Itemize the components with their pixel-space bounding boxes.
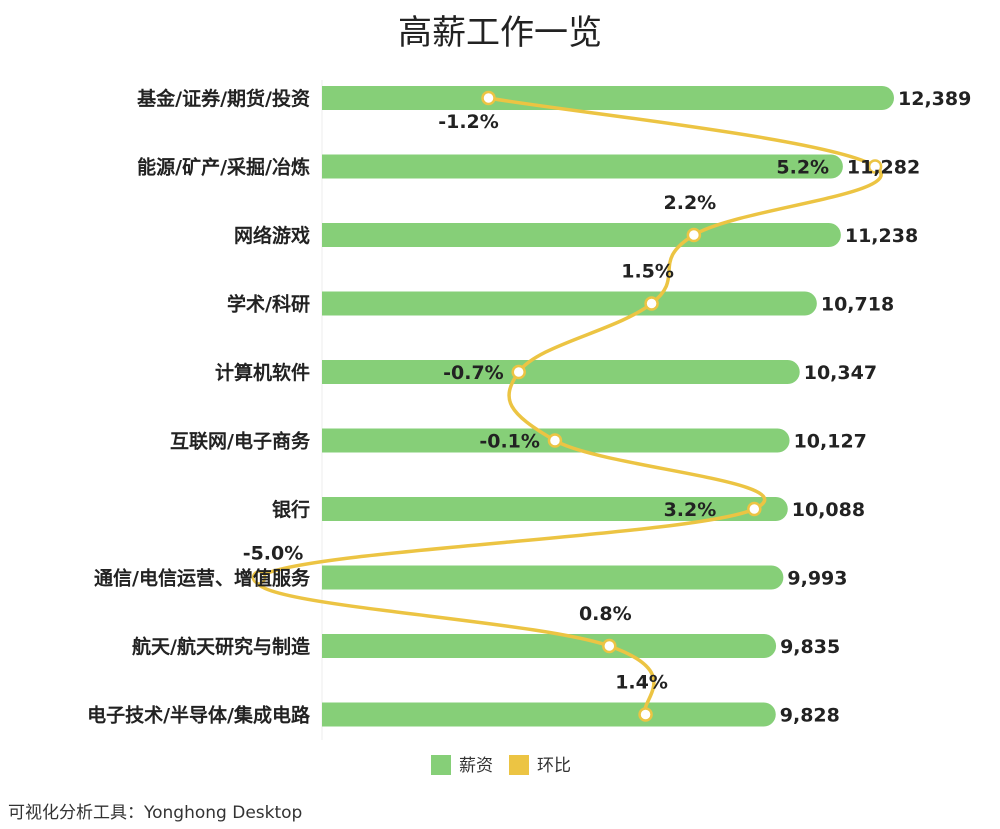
- mom-point: [511, 364, 526, 380]
- bar-value-label: 9,993: [787, 568, 847, 590]
- category-label: 互联网/电子商务: [170, 430, 311, 453]
- mom-point: [251, 570, 267, 585]
- footer-credit: 可视化分析工具：Yonghong Desktop: [8, 803, 303, 823]
- bar: [322, 154, 843, 179]
- bar-value-label: 11,282: [847, 157, 920, 179]
- bar: [322, 86, 894, 110]
- legend-swatch-salary: [431, 755, 451, 775]
- bar: [322, 634, 777, 658]
- bar-value-label: 10,127: [794, 431, 867, 453]
- category-label: 计算机软件: [215, 361, 310, 384]
- mom-value-label: -5.0%: [243, 543, 304, 565]
- chart-title: 高薪工作一览: [398, 13, 602, 53]
- category-label: 航天/航天研究与制造: [132, 635, 311, 658]
- mom-point: [602, 638, 617, 654]
- mom-point: [644, 296, 659, 311]
- mom-value-label: 5.2%: [776, 157, 829, 179]
- mom-value-label: -0.7%: [443, 362, 504, 384]
- bar: [322, 702, 776, 727]
- bar-value-label: 12,389: [898, 88, 971, 110]
- category-label: 能源/矿产/采掘/冶炼: [137, 156, 310, 179]
- bars-layer: [322, 86, 894, 727]
- mom-value-label: 0.8%: [579, 603, 632, 625]
- mom-point: [686, 227, 702, 243]
- bar-value-label: 10,088: [792, 499, 865, 521]
- bar-value-label: 10,718: [821, 294, 894, 316]
- bar-value-label: 9,835: [780, 636, 840, 658]
- category-label: 基金/证券/期货/投资: [136, 87, 310, 110]
- category-label: 学术/科研: [227, 293, 310, 316]
- bar-value-label: 9,828: [780, 705, 840, 727]
- category-label: 通信/电信运营、增值服务: [94, 567, 311, 590]
- bar: [322, 497, 788, 521]
- mom-point: [547, 433, 563, 448]
- category-label: 网络游戏: [234, 224, 310, 247]
- bar: [322, 223, 841, 247]
- mom-point: [747, 501, 762, 517]
- mom-point: [638, 707, 653, 722]
- labels-layer: 基金/证券/期货/投资 12,389 能源/矿产/采掘/冶炼 11,282 网络游戏 11…: [87, 87, 971, 727]
- legend-label-salary: 薪资: [459, 756, 493, 776]
- line-layer: [251, 90, 883, 722]
- bar: [322, 291, 817, 316]
- mom-point: [481, 90, 496, 106]
- mom-series-line: [255, 96, 883, 716]
- category-label: 银行: [272, 498, 310, 521]
- mom-value-label: -1.2%: [438, 111, 499, 133]
- category-label: 电子技术/半导体/集成电路: [87, 704, 311, 727]
- legend-label-mom: 环比: [537, 756, 571, 776]
- bar: [322, 360, 800, 384]
- legend-swatch-mom: [509, 755, 529, 775]
- mom-point: [867, 159, 883, 174]
- legend: 薪资 环比: [431, 755, 571, 776]
- bar: [322, 565, 784, 590]
- mom-value-label: 3.2%: [664, 499, 717, 521]
- bar-value-label: 11,238: [845, 225, 918, 247]
- mom-value-label: 2.2%: [664, 192, 717, 214]
- mom-value-label: -0.1%: [479, 431, 540, 453]
- mom-value-label: 1.5%: [621, 261, 674, 283]
- mom-value-label: 1.4%: [615, 672, 668, 694]
- bar-value-label: 10,347: [804, 362, 877, 384]
